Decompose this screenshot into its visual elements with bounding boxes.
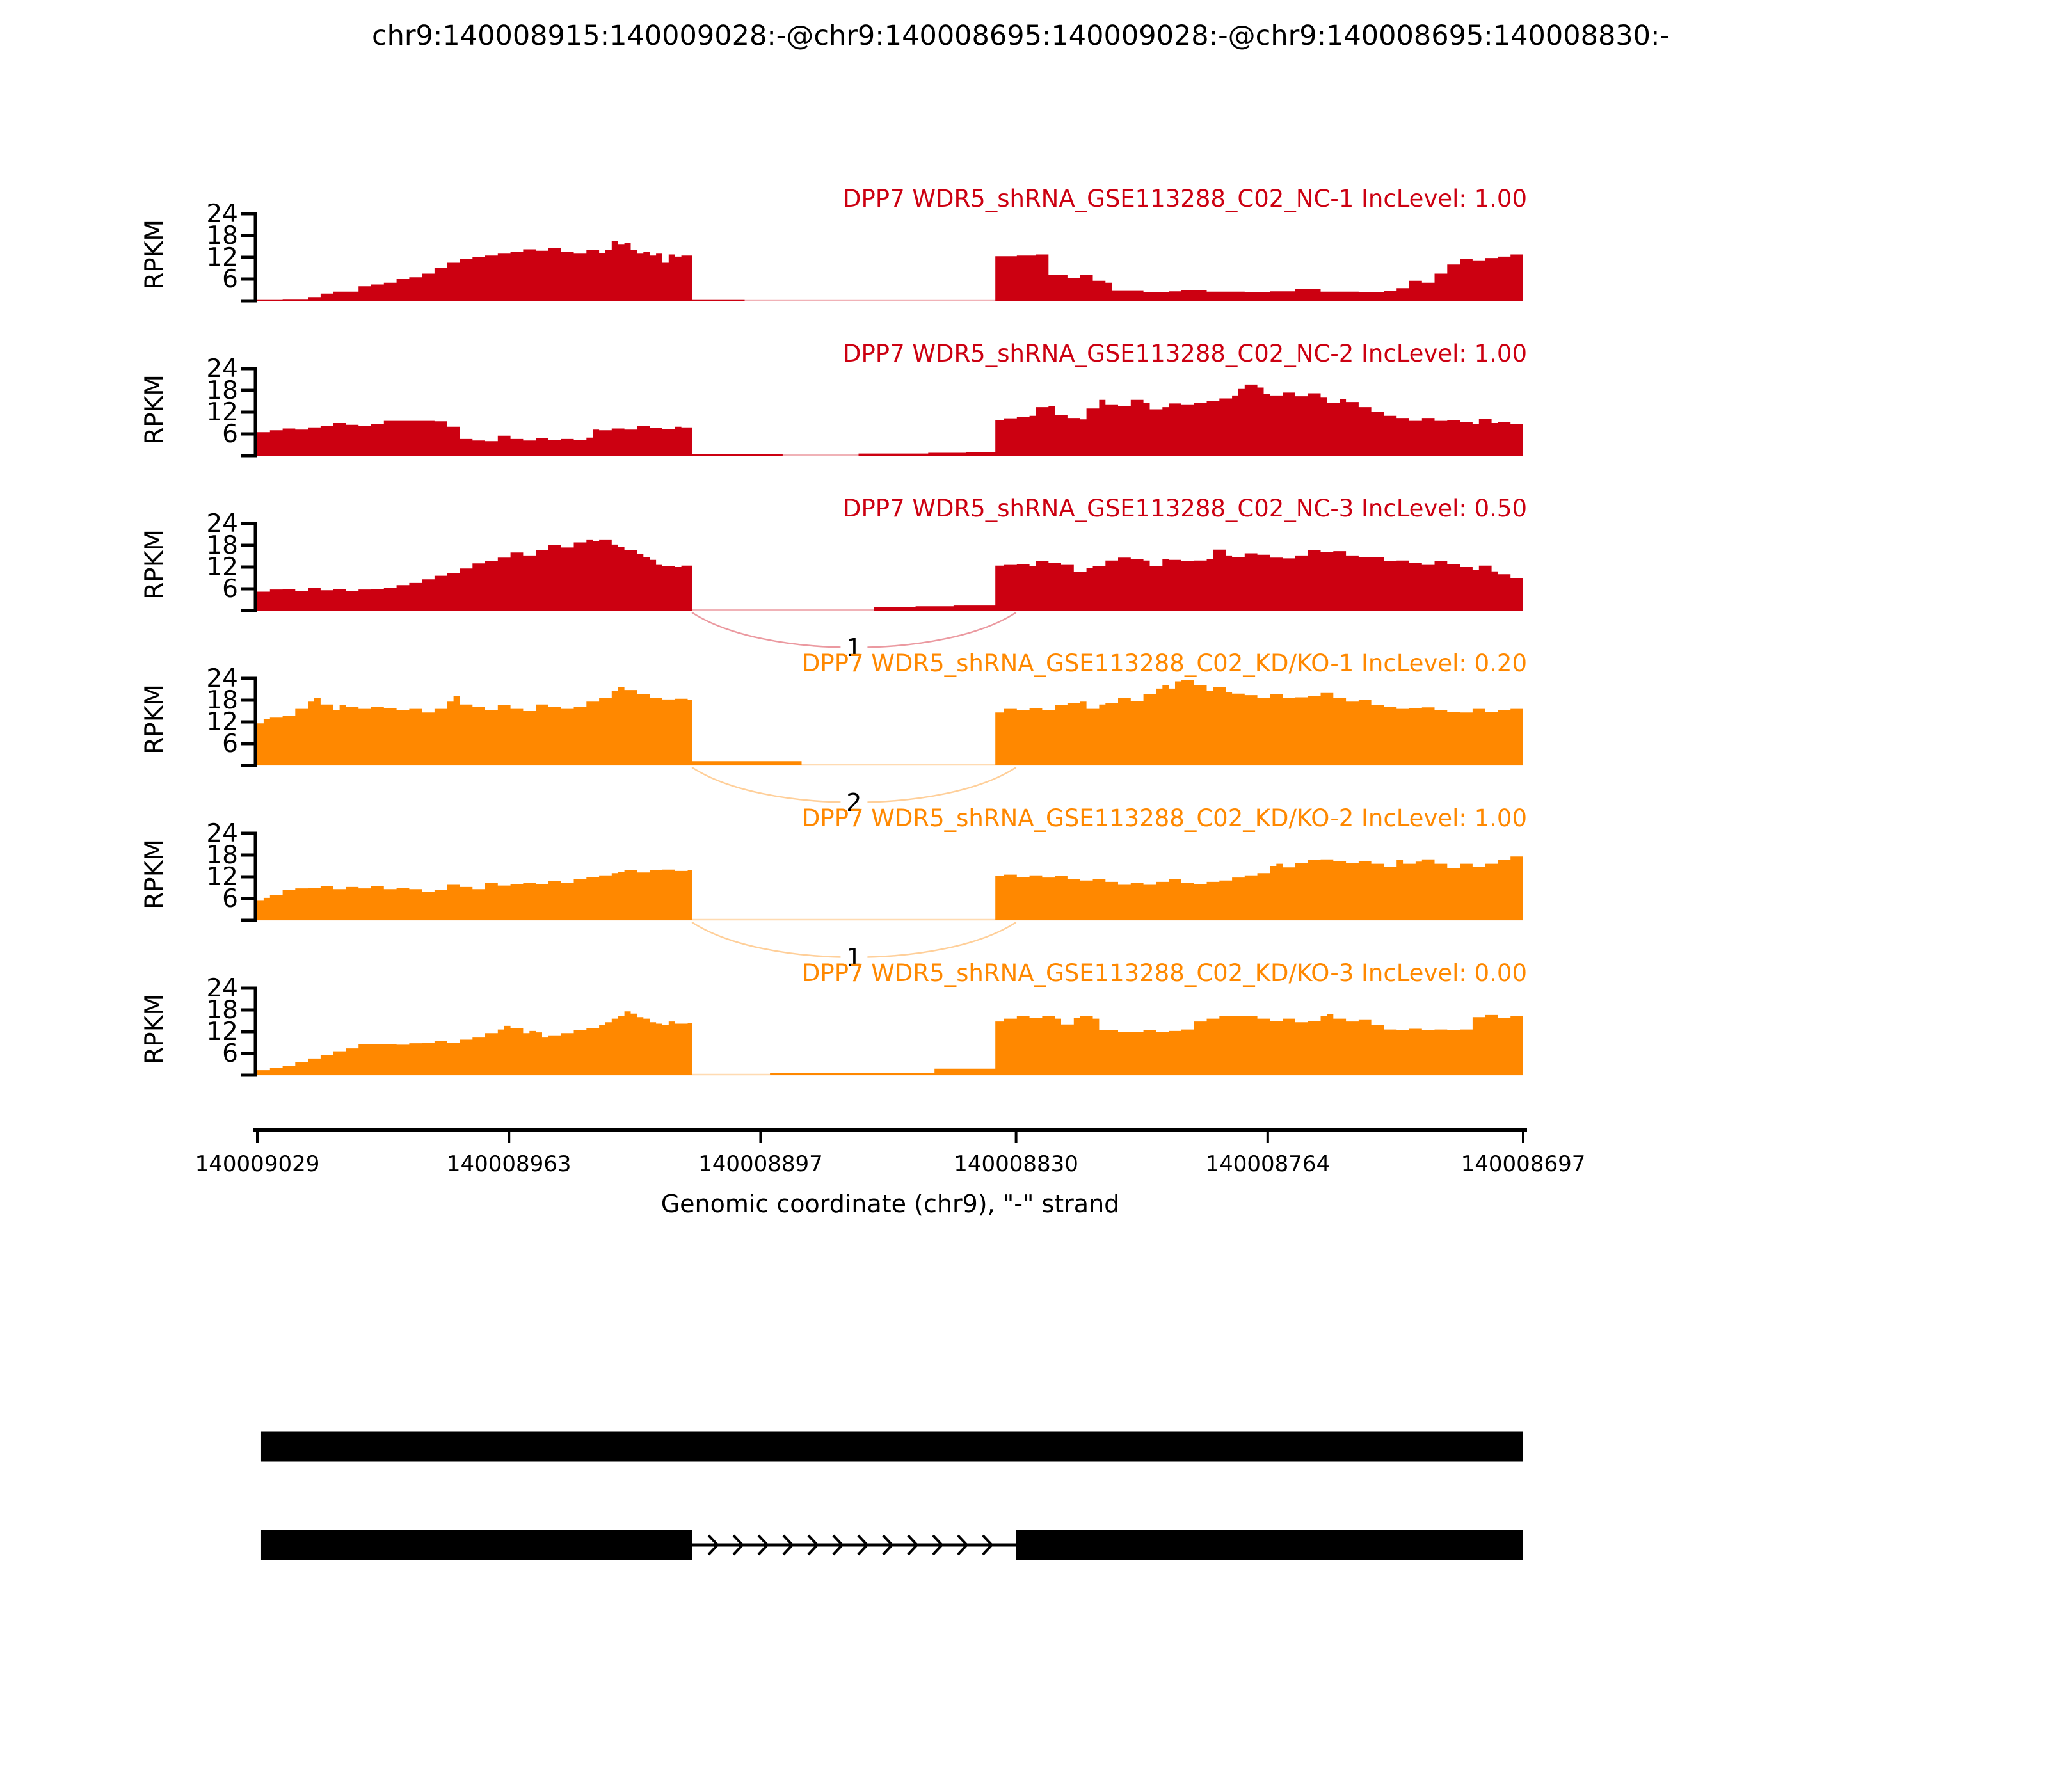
junction-count-label: 2 (846, 788, 861, 817)
y-tick-label: 12 (206, 243, 238, 272)
intron-strand-arrow (707, 1534, 719, 1556)
intron-strand-arrow (982, 1534, 994, 1556)
y-tick-label: 18 (206, 376, 238, 405)
coverage-area (257, 539, 1523, 611)
y-tick-label: 18 (206, 996, 238, 1025)
intron-strand-arrow (907, 1534, 919, 1556)
gene-model-diagram (260, 1431, 1524, 1560)
y-tick-label: 12 (206, 1018, 238, 1046)
x-tick-label: 140008697 (1461, 1151, 1586, 1177)
y-tick-label: 24 (206, 664, 238, 693)
intron-strand-arrow (882, 1534, 894, 1556)
junction-count-label: 1 (846, 943, 861, 972)
isoform-skipped (260, 1530, 1523, 1560)
y-tick-label: 12 (206, 553, 238, 582)
y-tick-label: 18 (206, 841, 238, 870)
figure-title: chr9:140008915:140009028:-@chr9:14000869… (372, 20, 1670, 52)
y-tick-label: 6 (222, 420, 238, 449)
track-title: DPP7 WDR5_shRNA_GSE113288_C02_NC-3 IncLe… (843, 495, 1527, 522)
x-tick-label: 140008897 (698, 1151, 823, 1177)
intron-strand-arrow (757, 1534, 769, 1556)
intron-strand-arrow (807, 1534, 819, 1556)
y-axis-title: RPKM (140, 994, 169, 1064)
track-title: DPP7 WDR5_shRNA_GSE113288_C02_KD/KO-3 In… (802, 959, 1527, 987)
y-tick-label: 6 (222, 575, 238, 604)
y-axis-title: RPKM (140, 220, 169, 290)
intron-strand-arrow (782, 1534, 794, 1556)
y-axis-title: RPKM (140, 374, 169, 445)
track-title: DPP7 WDR5_shRNA_GSE113288_C02_NC-1 IncLe… (843, 185, 1527, 212)
y-tick-label: 12 (206, 398, 238, 427)
y-tick-label: 24 (206, 509, 238, 538)
y-tick-label: 6 (222, 1039, 238, 1068)
coverage-area (257, 384, 1523, 456)
coverage-area (257, 241, 1523, 301)
y-axis-title: RPKM (140, 839, 169, 909)
intron-strand-arrow (832, 1534, 844, 1556)
y-tick-label: 24 (206, 200, 238, 228)
junction-count-label: 1 (846, 634, 861, 662)
intron-strand-arrow (957, 1534, 969, 1556)
coverage-area (257, 852, 1523, 920)
x-tick-label: 140008963 (447, 1151, 572, 1177)
junction-count-backdrop (840, 632, 868, 661)
isoform-long-exon (260, 1431, 1524, 1462)
y-axis-title: RPKM (140, 684, 169, 755)
y-axis-title: RPKM (140, 529, 169, 600)
exon-rect (260, 1530, 692, 1560)
y-tick-label: 6 (222, 884, 238, 913)
intron-strand-arrow (732, 1534, 744, 1556)
exon-rect (1016, 1530, 1523, 1560)
x-tick-label: 140008830 (954, 1151, 1078, 1177)
y-tick-label: 18 (206, 531, 238, 560)
y-tick-label: 12 (206, 708, 238, 737)
coverage-area (257, 680, 1523, 765)
x-tick-label: 140009029 (195, 1151, 320, 1177)
intron-strand-arrow (932, 1534, 944, 1556)
y-tick-label: 6 (222, 265, 238, 294)
x-axis-label: Genomic coordinate (chr9), "-" strand (661, 1190, 1120, 1218)
junction-count-backdrop (840, 787, 868, 816)
y-tick-label: 12 (206, 863, 238, 892)
track-title: DPP7 WDR5_shRNA_GSE113288_C02_KD/KO-2 In… (802, 804, 1527, 832)
track-title: DPP7 WDR5_shRNA_GSE113288_C02_KD/KO-1 In… (802, 650, 1527, 677)
junction-count-backdrop (840, 941, 868, 971)
y-tick-label: 24 (206, 355, 238, 383)
y-tick-label: 18 (206, 686, 238, 715)
x-axis: 140009029 140008963 140008897 140008830 1400… (195, 1128, 1586, 1177)
y-tick-label: 6 (222, 730, 238, 758)
x-tick-label: 140008764 (1205, 1151, 1330, 1177)
coverage-area (257, 1011, 1523, 1075)
track-title: DPP7 WDR5_shRNA_GSE113288_C02_NC-2 IncLe… (843, 340, 1527, 367)
y-tick-label: 18 (206, 221, 238, 250)
intron-strand-arrow (857, 1534, 869, 1556)
y-tick-label: 24 (206, 819, 238, 848)
y-tick-label: 24 (206, 974, 238, 1003)
exon-rect (260, 1431, 1524, 1462)
